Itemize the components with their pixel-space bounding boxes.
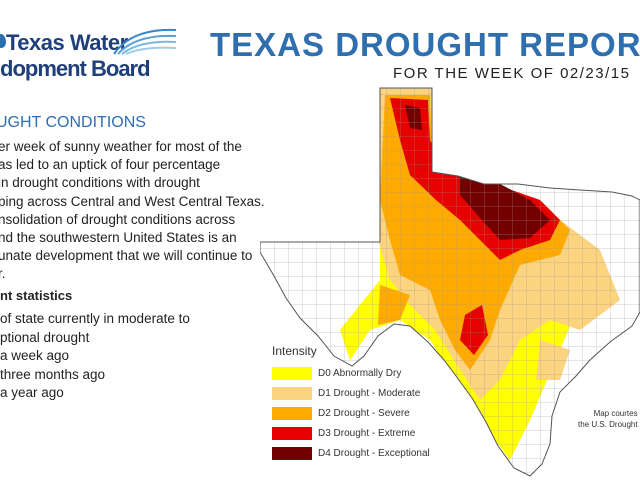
page-title: TEXAS DROUGHT REPORT	[210, 26, 640, 63]
twdb-logo: Texas Water dopment Board	[0, 22, 180, 86]
legend-label: D1 Drought - Moderate	[318, 387, 421, 399]
legend-item-d4: D4 Drought - Exceptional	[272, 444, 430, 462]
conditions-paragraph: er week of sunny weather for most of the…	[0, 138, 265, 284]
legend-title: Intensity	[272, 344, 317, 358]
legend-item-d0: D0 Abnormally Dry	[272, 364, 430, 382]
stat-line: a week ago	[0, 348, 70, 363]
logo-text-line1: Texas Water	[6, 30, 128, 55]
paragraph-line: nd the southwestern United States is an	[0, 230, 237, 246]
credit-line: the U.S. Drought	[578, 420, 638, 429]
stats-list: of state currently in moderate to ptiona…	[0, 310, 190, 403]
legend-swatch	[272, 446, 312, 460]
stats-heading: nt statistics	[0, 288, 73, 303]
paragraph-line: nsolidation of drought conditions across	[0, 211, 236, 227]
legend-label: D3 Drought - Extreme	[318, 427, 416, 439]
paragraph-line: r.	[0, 266, 6, 282]
report-week: FOR THE WEEK OF 02/23/15	[393, 65, 631, 82]
stat-line: a year ago	[0, 385, 64, 400]
credit-line: Map courtes	[593, 409, 638, 418]
paragraph-line: er week of sunny weather for most of the	[0, 139, 242, 154]
legend-swatch	[272, 406, 312, 420]
legend-item-d1: D1 Drought - Moderate	[272, 384, 430, 402]
paragraph-line: ping across Central and West Central Tex…	[0, 193, 265, 209]
legend-swatch	[272, 386, 312, 400]
map-credit: Map courtes the U.S. Drought	[578, 408, 638, 430]
paragraph-line: unate development that we will continue …	[0, 248, 253, 264]
legend-swatch	[272, 426, 312, 440]
map-legend: Intensity D0 Abnormally Dry D1 Drought -…	[272, 344, 430, 464]
logo-text-line2: dopment Board	[0, 56, 151, 81]
legend-swatch	[272, 366, 312, 380]
stat-line: ptional drought	[0, 329, 90, 345]
legend-label: D0 Abnormally Dry	[318, 367, 402, 379]
paragraph-line: as led to an uptick of four percentage	[0, 157, 221, 173]
legend-item-d2: D2 Drought - Severe	[272, 404, 430, 422]
legend-label: D4 Drought - Exceptional	[318, 447, 430, 459]
stat-line: of state currently in moderate to	[0, 311, 190, 326]
texas-drought-map	[260, 87, 640, 477]
water-drop-icon	[0, 34, 6, 48]
legend-item-d3: D3 Drought - Extreme	[272, 424, 430, 442]
paragraph-line: in drought conditions with drought	[0, 175, 200, 191]
legend-label: D2 Drought - Severe	[318, 407, 410, 419]
stat-line: three months ago	[0, 366, 106, 382]
water-waves-icon	[113, 28, 177, 55]
section-heading: UGHT CONDITIONS	[0, 114, 146, 131]
